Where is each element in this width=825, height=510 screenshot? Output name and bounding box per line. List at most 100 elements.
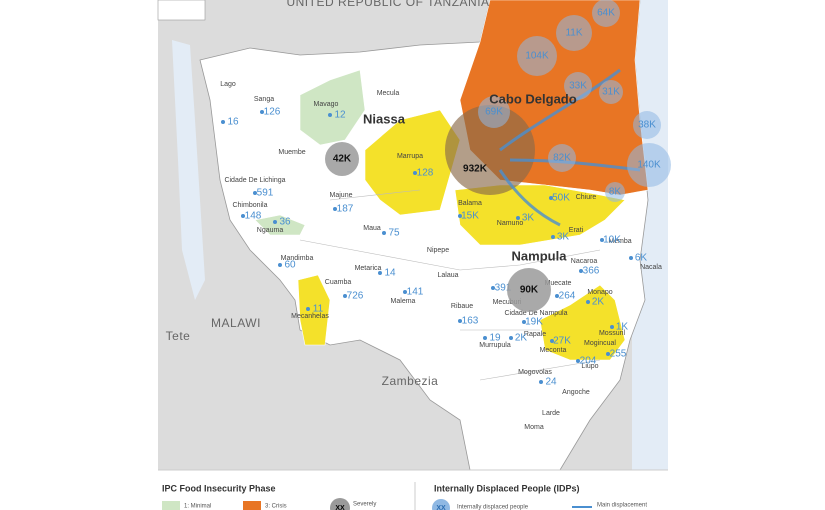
idp-dot — [549, 196, 553, 200]
idp-bubble — [633, 111, 661, 139]
district-label: Chiure — [576, 194, 597, 201]
idp-value: 726 — [347, 291, 364, 302]
stressed-area — [454, 184, 626, 246]
idp-dot — [606, 352, 610, 356]
idp-dot — [382, 231, 386, 235]
idp-dot — [273, 220, 277, 224]
idp-dot — [378, 271, 382, 275]
idp-value: 128 — [417, 168, 434, 179]
legend-title: Internally Displaced People (IDPs) — [434, 483, 580, 493]
idp-value: 10K — [603, 235, 621, 246]
legend-symbol — [330, 498, 350, 510]
border — [299, 189, 601, 381]
idp-value: 1K — [616, 322, 629, 333]
legend-label: 1: Minimal — [184, 504, 211, 510]
idp-dot — [333, 207, 337, 211]
idp-value: 60 — [284, 260, 296, 271]
idp-value: 255 — [610, 349, 627, 360]
idp-dot — [610, 325, 614, 329]
district-label: Muecate — [545, 280, 572, 287]
district-label: Erati — [569, 227, 584, 234]
idp-value: 19 — [489, 333, 501, 344]
district-label: Nacaroa — [571, 258, 598, 265]
idp-value: 16 — [227, 117, 239, 128]
idp-value: 591 — [257, 188, 274, 199]
idp-bubble — [627, 143, 671, 187]
district-label: Angoche — [562, 389, 590, 396]
idp-value: 3K — [557, 232, 570, 243]
idp-dot — [539, 380, 543, 384]
idp-dot — [551, 235, 555, 239]
district-label: Lago — [220, 81, 236, 88]
idp-value: 11K — [565, 28, 582, 39]
idp-dot — [413, 171, 417, 175]
province-idp: 90K — [520, 285, 539, 296]
idp-bubble — [548, 144, 576, 172]
idp-value: 366 — [583, 266, 600, 277]
idp-dot — [306, 307, 310, 311]
district-label: Cidade De Nampula — [504, 310, 567, 317]
country-label: Tete — [166, 329, 191, 343]
idp-value: 2K — [515, 333, 528, 344]
idp-dot — [629, 256, 633, 260]
idp-value: 33K — [569, 81, 587, 92]
district-label: Mavago — [314, 101, 339, 108]
district-label: Meconta — [540, 347, 567, 354]
province-label: Nampula — [512, 248, 568, 263]
district-label: Metarica — [355, 265, 382, 272]
district-label: Balama — [458, 200, 482, 207]
legend-symbol-text: XX — [436, 505, 446, 510]
idp-dot — [600, 238, 604, 242]
district-label: Majune — [330, 192, 353, 199]
idp-dot — [221, 120, 225, 124]
idp-dot — [550, 339, 554, 343]
inset-map — [157, 0, 206, 21]
idp-dot — [579, 269, 583, 273]
district-label: Murrupula — [479, 342, 511, 349]
district-label: Lalaua — [437, 272, 458, 279]
idp-value: 50K — [552, 193, 570, 204]
country-label: MALAWI — [211, 316, 261, 330]
province-label: Niassa — [363, 111, 406, 126]
stressed-area — [364, 109, 461, 216]
idp-dot — [522, 320, 526, 324]
idp-value: 27K — [553, 336, 571, 347]
district-label: Ribaue — [451, 303, 473, 310]
idp-bubble — [605, 182, 625, 202]
idp-value: 187 — [337, 204, 354, 215]
idp-value: 104K — [525, 51, 549, 62]
idp-dot — [483, 336, 487, 340]
idp-bubble — [517, 36, 557, 76]
stressed-area — [297, 274, 331, 346]
province-idp: 42K — [333, 154, 352, 165]
idp-value: 204 — [580, 356, 597, 367]
idp-dot — [260, 110, 264, 114]
district-label: Rapale — [524, 331, 546, 338]
idp-value: 64K — [597, 8, 615, 19]
idp-value: 31K — [602, 87, 620, 98]
idp-bubble — [599, 80, 623, 104]
legend-swatch — [243, 501, 261, 510]
idp-dot — [343, 294, 347, 298]
province-bubble — [507, 268, 551, 312]
idp-value: 11 — [313, 304, 324, 315]
idp-dot — [576, 359, 580, 363]
district-label: Liupo — [581, 363, 598, 370]
legend-label: Main displacement — [597, 503, 647, 509]
idp-dot — [241, 214, 245, 218]
displacement-arrow — [498, 68, 641, 227]
legend-label: Internally displaced people — [457, 505, 529, 510]
idp-dot — [516, 216, 520, 220]
country-label: Zambezia — [382, 374, 439, 388]
idp-dot — [555, 294, 559, 298]
legend-label: 3: Crisis — [265, 504, 287, 510]
idp-value: 15K — [461, 211, 479, 222]
district-label: Cidade De Lichinga — [224, 177, 285, 184]
idp-value: 82K — [553, 153, 571, 164]
idp-bubble — [556, 15, 592, 51]
idp-dot — [278, 263, 282, 267]
district-label: Sanga — [254, 96, 274, 103]
district-label: Muembe — [278, 149, 305, 156]
province-idp: 932K — [463, 164, 488, 175]
